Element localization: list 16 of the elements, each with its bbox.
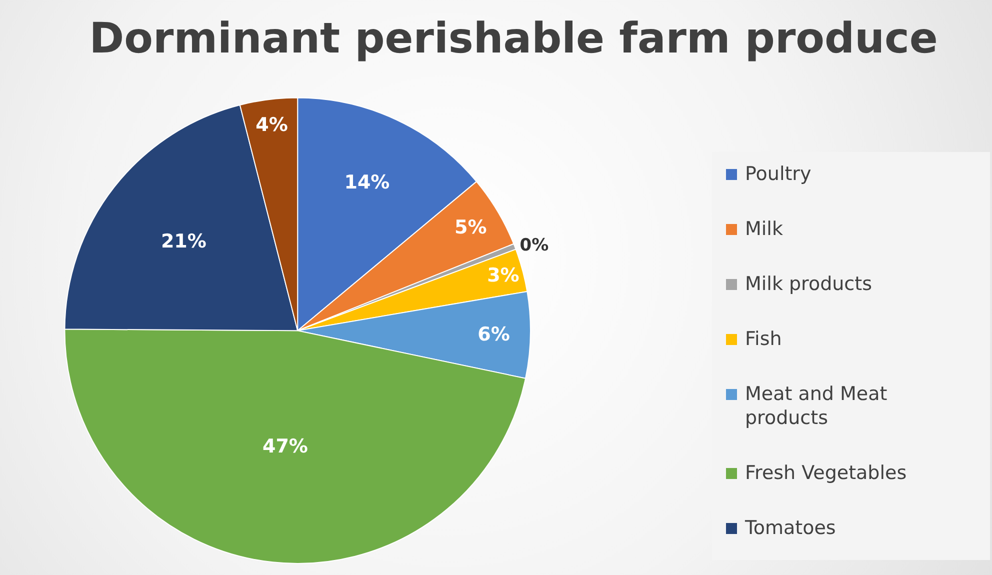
- legend-label: Meat and Meat products: [745, 382, 888, 430]
- data-label: 4%: [256, 114, 288, 136]
- data-label: 14%: [344, 172, 390, 194]
- legend-label: Fish: [745, 327, 782, 351]
- data-label: 5%: [454, 216, 487, 238]
- data-label: 47%: [262, 436, 308, 458]
- data-label: 6%: [478, 323, 510, 346]
- data-label: 21%: [160, 230, 206, 253]
- legend-label: Poultry: [745, 162, 812, 186]
- legend-label: Milk: [745, 217, 783, 241]
- legend-label: Fresh Vegetables: [745, 461, 907, 485]
- chart-title: Dorminant perishable farm produce: [89, 13, 938, 62]
- data-label: 0%: [520, 235, 549, 256]
- legend-label: Tomatoes: [745, 516, 836, 540]
- legend-label: Milk products: [745, 272, 872, 296]
- data-label: 3%: [487, 264, 520, 286]
